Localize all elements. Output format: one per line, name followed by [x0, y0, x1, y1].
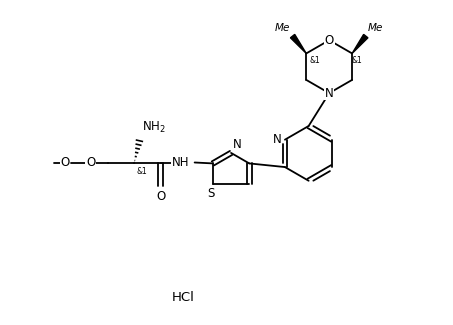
Text: &1: &1 [310, 56, 321, 65]
Text: O: O [60, 156, 70, 169]
Text: N: N [233, 138, 241, 151]
Text: O: O [324, 34, 334, 47]
Text: Me: Me [275, 23, 290, 33]
Text: &1: &1 [351, 56, 362, 65]
Text: NH$_2$: NH$_2$ [142, 120, 165, 135]
Text: O: O [156, 190, 165, 203]
Text: N: N [325, 87, 333, 100]
Text: O: O [86, 156, 95, 169]
Polygon shape [290, 34, 306, 53]
Text: HCl: HCl [172, 291, 195, 304]
Text: N: N [273, 133, 281, 146]
Text: NH: NH [172, 156, 189, 169]
Text: S: S [207, 187, 215, 200]
Text: Me: Me [368, 23, 383, 33]
Polygon shape [352, 34, 368, 53]
Text: &1: &1 [136, 167, 147, 176]
